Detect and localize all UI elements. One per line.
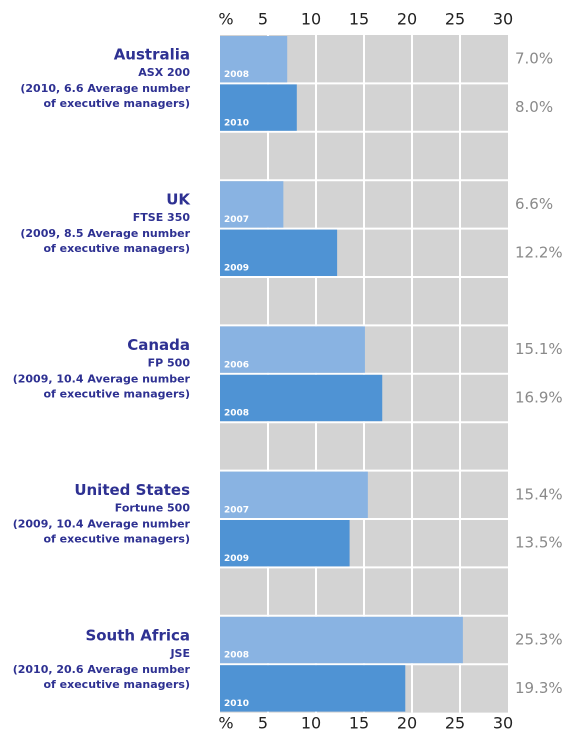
- bar-year: 2007: [224, 215, 249, 225]
- group-note: of executive managers): [43, 678, 190, 691]
- bar: [220, 326, 365, 373]
- value-label: 7.0%: [515, 50, 553, 68]
- x-tick-label: 15: [349, 10, 369, 29]
- value-label: 6.6%: [515, 195, 553, 213]
- group-index: FTSE 350: [133, 211, 191, 224]
- x-tick-label: %: [218, 10, 233, 29]
- bar-year: 2008: [224, 651, 249, 661]
- group-note: (2010, 20.6 Average number: [13, 663, 191, 676]
- value-label: 15.1%: [515, 340, 563, 358]
- group-note: (2009, 8.5 Average number: [20, 227, 190, 240]
- x-tick-label: 10: [301, 10, 321, 29]
- value-label: 12.2%: [515, 243, 563, 261]
- bar: [220, 471, 368, 518]
- group-name: South Africa: [85, 626, 190, 644]
- value-label: 15.4%: [515, 485, 563, 503]
- bar-year: 2010: [224, 699, 249, 709]
- value-label: 13.5%: [515, 534, 563, 552]
- x-tick-label: 25: [445, 714, 465, 733]
- bar-year: 2009: [224, 264, 249, 274]
- bar-year: 2010: [224, 118, 249, 128]
- bar: [220, 36, 288, 83]
- bar-year: 2009: [224, 554, 249, 564]
- group-note: of executive managers): [43, 242, 190, 255]
- bar: [220, 374, 383, 422]
- bar: [220, 229, 338, 276]
- bar: [220, 84, 297, 131]
- group-note: (2010, 6.6 Average number: [20, 82, 190, 95]
- bar: [220, 520, 350, 567]
- group-index: Fortune 500: [115, 502, 191, 515]
- group-note: of executive managers): [43, 97, 190, 110]
- group-index: ASX 200: [138, 66, 190, 79]
- group-note: of executive managers): [43, 387, 190, 400]
- x-tick-label: 25: [445, 10, 465, 29]
- x-tick-label: 20: [397, 10, 417, 29]
- group-name: Australia: [114, 46, 190, 64]
- x-tick-label: 30: [493, 10, 513, 29]
- group-name: Canada: [127, 336, 190, 354]
- x-tick-label: 30: [493, 714, 513, 733]
- bar: [220, 181, 284, 228]
- x-tick-label: 5: [258, 714, 268, 733]
- x-tick-label: %: [218, 714, 233, 733]
- value-label: 16.9%: [515, 389, 563, 407]
- value-label: 19.3%: [515, 679, 563, 697]
- bar-year: 2008: [224, 409, 249, 419]
- bar-year: 2007: [224, 506, 249, 516]
- bar: [220, 665, 406, 712]
- value-label: 8.0%: [515, 98, 553, 116]
- bar-year: 2008: [224, 70, 249, 80]
- group-note: (2009, 10.4 Average number: [13, 518, 191, 531]
- x-tick-label: 5: [258, 10, 268, 29]
- x-tick-label: 10: [301, 714, 321, 733]
- bar-year: 2006: [224, 360, 249, 370]
- group-note: of executive managers): [43, 533, 190, 546]
- x-tick-label: 15: [349, 714, 369, 733]
- group-note: (2009, 10.4 Average number: [13, 372, 191, 385]
- group-name: UK: [166, 191, 191, 209]
- value-label: 25.3%: [515, 631, 563, 649]
- group-index: FP 500: [148, 356, 191, 369]
- group-index: JSE: [169, 647, 190, 660]
- group-name: United States: [74, 481, 190, 499]
- bar: [220, 616, 463, 664]
- x-tick-label: 20: [397, 714, 417, 733]
